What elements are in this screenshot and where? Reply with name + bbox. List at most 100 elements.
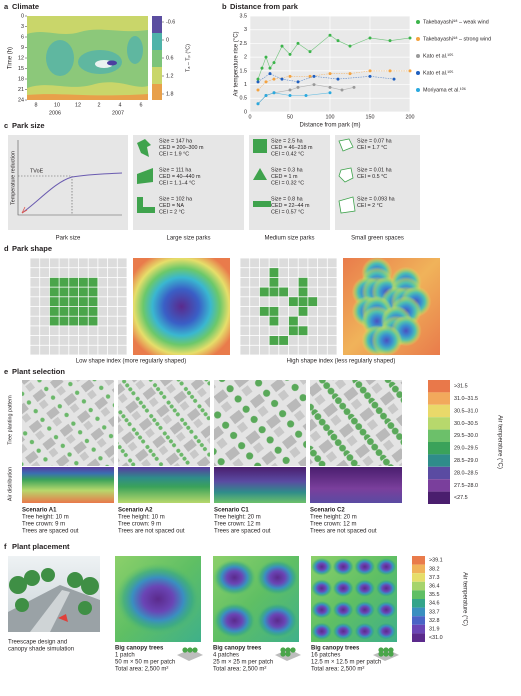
grid-cell xyxy=(30,268,40,277)
park-stat: CEI = 2 °C xyxy=(159,209,185,215)
grid-cell xyxy=(279,306,289,316)
point xyxy=(256,77,260,81)
case-detail: 12.5 m × 12.5 m per patch xyxy=(311,660,381,666)
point xyxy=(368,74,372,78)
park-cell xyxy=(298,326,308,336)
case-detail: Total area: 2,500 m² xyxy=(311,667,364,673)
grid-cell xyxy=(98,297,108,307)
park-stat: Size = 111 ha xyxy=(159,167,191,173)
grid-cell xyxy=(49,326,59,336)
icon-tree xyxy=(280,647,286,653)
park-icon xyxy=(338,167,354,183)
point xyxy=(348,72,352,76)
park-size-boxes xyxy=(8,135,420,230)
legend-label: 36.4 xyxy=(429,584,440,590)
panel-title: Park shape xyxy=(12,244,52,253)
point xyxy=(368,69,372,73)
legend-swatch xyxy=(412,556,425,565)
grid-cell xyxy=(308,287,318,297)
legend-label: 31.9 xyxy=(429,627,440,633)
air-distribution xyxy=(22,467,114,503)
park-cell xyxy=(78,297,88,307)
legend-label: 31.0–31.5 xyxy=(454,396,478,402)
annotation: TVoE xyxy=(30,168,44,174)
scenario-detail: Tree height: 20 m xyxy=(214,515,261,521)
point xyxy=(268,72,272,76)
x-tick-label: 12 xyxy=(75,102,81,108)
panel-letter: c xyxy=(4,121,8,130)
shade-blob xyxy=(332,622,354,641)
grid-cell xyxy=(250,277,259,287)
panel-title: Plant selection xyxy=(12,367,65,376)
grid-cell xyxy=(250,326,259,336)
grid-cell xyxy=(308,277,318,287)
park-cell xyxy=(69,316,79,326)
grid-cell xyxy=(49,336,59,345)
shade-blob xyxy=(332,557,354,576)
legend-label: Takebayashi⁹⁸ – strong wind xyxy=(423,36,491,42)
legend-label: Takebayashi⁹⁸ – weak wind xyxy=(423,19,489,25)
y-axis-label: Temperature reduction xyxy=(10,151,16,205)
scenario-detail: Tree crown: 9 m xyxy=(118,522,161,528)
legend-label: <27.5 xyxy=(454,495,468,501)
caption: Treescape design and xyxy=(8,640,67,646)
grid-cell xyxy=(78,345,88,355)
grid-cell xyxy=(40,326,49,336)
grid-cell xyxy=(288,268,298,277)
grid-cell xyxy=(98,306,108,316)
legend-label: 38.2 xyxy=(429,566,440,572)
year-label: 2007 xyxy=(112,110,124,116)
grid-cell xyxy=(327,258,337,268)
legend-label: >39.1 xyxy=(429,558,443,564)
legend-swatch xyxy=(412,573,425,582)
grid-cell xyxy=(240,287,250,297)
grid-cell xyxy=(288,277,298,287)
legend-label: 30.5–31.0 xyxy=(454,408,478,414)
caption: Park size xyxy=(56,236,81,242)
y-tick-label: 0 xyxy=(244,109,247,115)
grid-cell xyxy=(117,316,127,326)
caption: High shape index (less regularly shaped) xyxy=(287,359,396,365)
grid-cell xyxy=(279,316,289,326)
shade-blob xyxy=(256,559,299,596)
icon-tree xyxy=(187,647,193,653)
icon-tree xyxy=(383,651,389,657)
point xyxy=(368,36,372,40)
park-stat: CED = 22–44 m xyxy=(271,203,310,209)
park-cell xyxy=(269,306,279,316)
shade-blob xyxy=(332,600,354,619)
park-cell xyxy=(49,287,59,297)
legend-label: 33.7 xyxy=(429,609,440,615)
icon-tree xyxy=(290,647,296,653)
legend-swatch xyxy=(412,633,425,642)
point xyxy=(328,85,332,89)
grid-cell xyxy=(327,316,337,326)
legend-label: 34.6 xyxy=(429,601,440,607)
caption: Medium size parks xyxy=(264,236,314,242)
grid-cell xyxy=(308,336,318,345)
grid-cell xyxy=(40,277,49,287)
park-icon xyxy=(253,139,267,153)
grid-cell xyxy=(30,277,40,287)
point xyxy=(388,69,392,73)
park-cell xyxy=(269,336,279,345)
heatmap xyxy=(133,258,230,355)
heat-blob xyxy=(371,324,403,356)
park-cell xyxy=(288,297,298,307)
park-cell xyxy=(88,297,98,307)
point xyxy=(256,102,260,106)
y-tick-label: 2.5 xyxy=(240,41,248,47)
case-title: Big canopy trees xyxy=(311,646,360,652)
point xyxy=(296,80,300,84)
park-stat: Size = 2.5 ha xyxy=(271,138,303,144)
grid-cell xyxy=(88,345,98,355)
caption: Low shape index (more regularly shaped) xyxy=(76,359,186,365)
grid-cell xyxy=(327,268,337,277)
climate-contour xyxy=(27,16,148,100)
case-detail: Total area: 2,500 m² xyxy=(115,667,168,673)
park-stat: CEI = 1.1–4 °C xyxy=(159,180,195,186)
icon-tree xyxy=(280,651,286,657)
x-tick-label: 0 xyxy=(249,114,252,120)
x-tick-label: 100 xyxy=(326,114,335,120)
